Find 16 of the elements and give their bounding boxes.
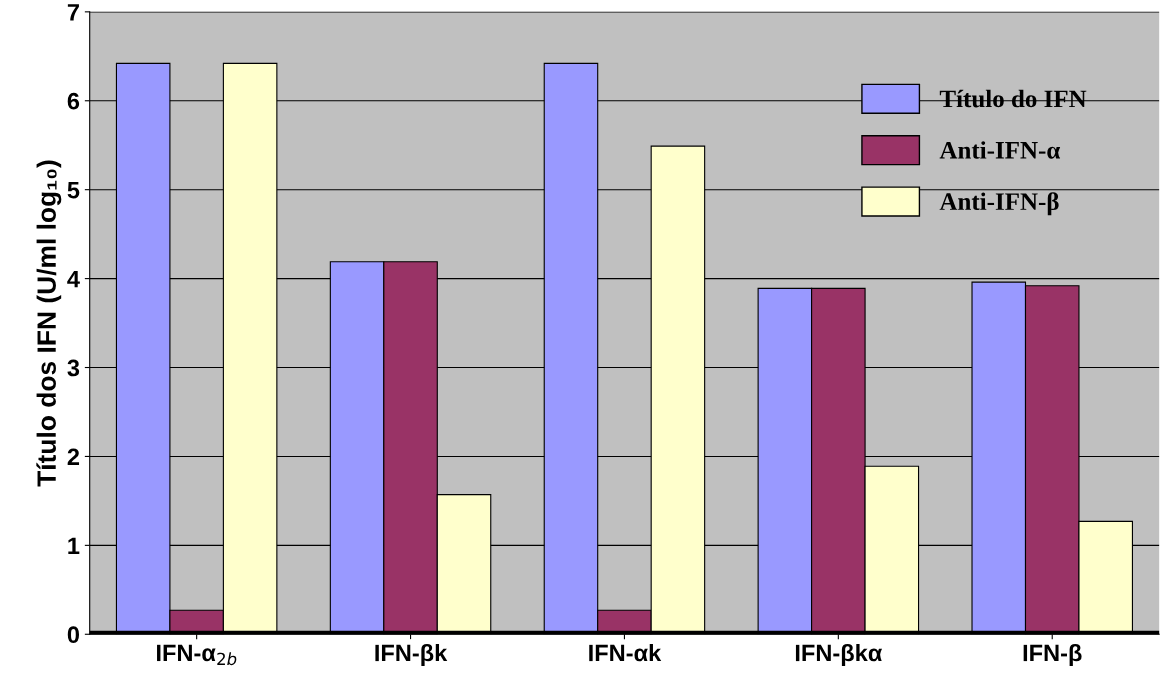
x-tick-label: IFN-αk (589, 643, 662, 662)
y-tick-label: 5 (67, 182, 80, 199)
y-tick-label: 2 (67, 448, 80, 465)
y-tick-label: 1 (68, 537, 80, 554)
x-tick-label: IFN-α$_{2b}$ (157, 644, 237, 666)
y-tick-label: 0 (67, 626, 80, 644)
y-tick-label: 3 (67, 359, 80, 377)
y-tick-label: 4 (67, 270, 80, 288)
x-tick-label: IFN-βk (375, 643, 448, 666)
legend-label: Anti-IFN-α (939, 141, 1061, 159)
legend-label: Anti-IFN-β (939, 192, 1059, 216)
x-tick-label: IFN-β (1023, 643, 1082, 666)
y-axis-title: Título dos IFN (U/ml log₁₀) (36, 160, 62, 487)
y-tick-label: 6 (67, 92, 80, 110)
y-tick-label: 7 (67, 4, 79, 21)
x-tick-label: IFN-βkα (795, 643, 883, 666)
